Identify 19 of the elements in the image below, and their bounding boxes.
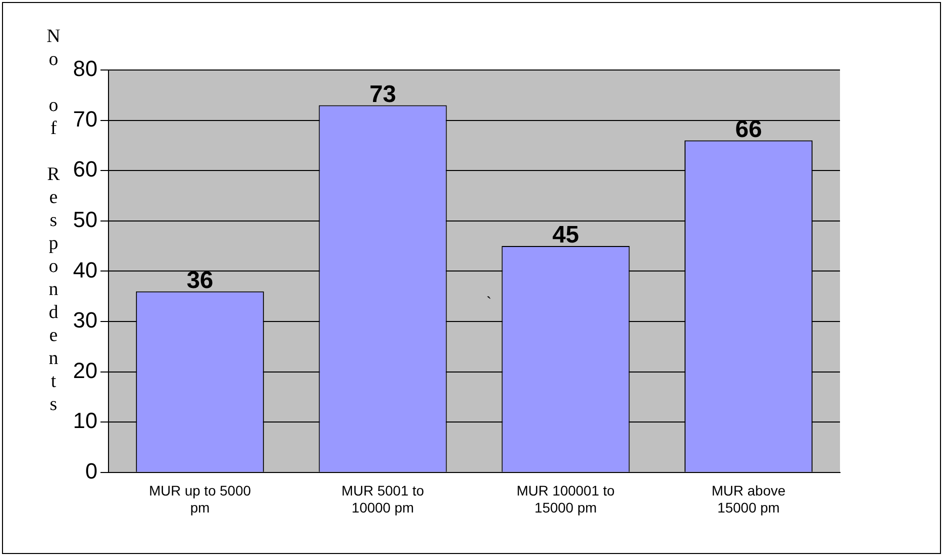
annotation: ` <box>486 294 492 312</box>
y-tick-label: 40 <box>72 257 98 282</box>
x-tick-label: MUR up to 5000 pm <box>148 482 252 516</box>
data-label: 73 <box>369 80 396 108</box>
y-tick-label: 20 <box>72 358 98 383</box>
y-tick-label: 30 <box>72 308 98 333</box>
y-tick-label: 60 <box>72 156 98 182</box>
y-tick-label: 0 <box>85 458 98 484</box>
x-tick-label: MUR above 15000 pm <box>712 482 786 516</box>
x-tick-label: MUR 100001 to 15000 pm <box>516 482 615 516</box>
y-axis-title: No of Respondents <box>42 26 64 417</box>
data-label: 66 <box>735 116 762 144</box>
y-tick-label: 80 <box>72 56 98 82</box>
y-tick-label: 10 <box>72 408 98 434</box>
y-tick-label: 70 <box>72 106 98 132</box>
y-tick-label: 50 <box>72 206 98 232</box>
x-tick-label: MUR 5001 to 10000 pm <box>342 482 424 516</box>
data-label: 36 <box>186 266 214 294</box>
data-label: 45 <box>552 222 580 249</box>
